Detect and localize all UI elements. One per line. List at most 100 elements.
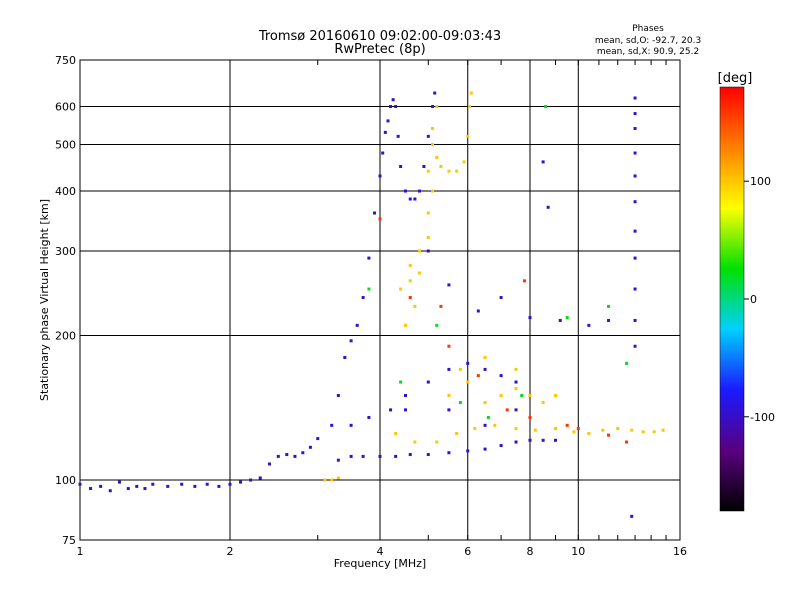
data-point bbox=[431, 143, 435, 147]
data-point bbox=[630, 514, 634, 518]
data-point bbox=[408, 263, 412, 267]
data-point bbox=[408, 279, 412, 283]
data-point bbox=[528, 438, 532, 442]
data-point bbox=[417, 249, 421, 253]
y-tick-label: 500 bbox=[55, 139, 76, 152]
data-point bbox=[431, 189, 435, 193]
data-point bbox=[435, 323, 439, 327]
data-point bbox=[633, 96, 637, 100]
data-point bbox=[466, 134, 470, 138]
data-point bbox=[433, 91, 437, 95]
stats-x-mode: mean, sd,X: 90.9, 25.2 bbox=[597, 47, 699, 57]
data-point bbox=[625, 361, 629, 365]
data-point bbox=[108, 489, 112, 493]
data-point bbox=[349, 454, 353, 458]
data-point bbox=[469, 91, 473, 95]
data-point bbox=[426, 134, 430, 138]
data-point bbox=[553, 394, 557, 398]
data-point bbox=[466, 449, 470, 453]
data-point bbox=[422, 164, 426, 168]
data-point bbox=[367, 287, 371, 291]
data-point bbox=[399, 287, 403, 291]
data-point bbox=[408, 296, 412, 300]
data-point bbox=[330, 423, 334, 427]
data-point bbox=[514, 408, 518, 412]
data-point bbox=[426, 236, 430, 240]
data-point bbox=[505, 408, 509, 412]
data-point bbox=[403, 323, 407, 327]
data-point bbox=[565, 423, 569, 427]
data-point bbox=[426, 380, 430, 384]
data-point bbox=[553, 427, 557, 431]
data-point bbox=[413, 197, 417, 201]
data-point bbox=[572, 430, 576, 434]
y-tick-label: 100 bbox=[55, 474, 76, 487]
data-point bbox=[553, 438, 557, 442]
data-point bbox=[607, 433, 611, 437]
data-point bbox=[378, 174, 382, 178]
y-axis-label: Stationary phase Virtual Height [km] bbox=[38, 199, 51, 401]
data-point bbox=[466, 380, 470, 384]
data-point bbox=[249, 478, 253, 482]
data-point bbox=[343, 355, 347, 359]
data-point bbox=[413, 440, 417, 444]
data-point bbox=[633, 344, 637, 348]
data-point bbox=[558, 318, 562, 322]
data-point bbox=[633, 256, 637, 260]
colorbar-tick-label: -100 bbox=[750, 411, 775, 424]
y-tick-label: 600 bbox=[55, 101, 76, 114]
data-point bbox=[468, 105, 472, 109]
colorbar-tick-label: 0 bbox=[750, 293, 757, 306]
data-point bbox=[383, 130, 387, 134]
data-point bbox=[228, 482, 232, 486]
data-point bbox=[633, 200, 637, 204]
stats-o-mode: mean, sd,O: -92.7, 20.3 bbox=[595, 36, 701, 46]
data-point bbox=[426, 169, 430, 173]
data-point bbox=[89, 487, 93, 491]
data-point bbox=[633, 126, 637, 130]
data-point bbox=[633, 229, 637, 233]
data-point bbox=[541, 160, 545, 164]
data-point bbox=[523, 279, 527, 283]
data-point bbox=[447, 169, 451, 173]
data-point bbox=[435, 440, 439, 444]
data-point bbox=[267, 462, 271, 466]
data-point bbox=[316, 437, 320, 441]
data-point bbox=[394, 454, 398, 458]
data-point bbox=[514, 367, 518, 371]
data-point bbox=[391, 98, 395, 102]
data-point bbox=[403, 189, 407, 193]
data-point bbox=[439, 164, 443, 168]
data-point bbox=[126, 487, 130, 491]
data-point bbox=[533, 428, 537, 432]
colorbar-ticks: 100 0 -100 bbox=[744, 175, 775, 424]
data-point bbox=[455, 169, 459, 173]
data-point bbox=[378, 217, 382, 221]
data-points bbox=[78, 91, 665, 518]
data-point bbox=[587, 323, 591, 327]
data-point bbox=[473, 427, 477, 431]
data-point bbox=[633, 174, 637, 178]
data-point bbox=[633, 112, 637, 116]
chart-title: Tromsø 20160610 09:02:00-09:03:43 bbox=[258, 29, 501, 44]
data-point bbox=[285, 453, 289, 457]
data-point bbox=[180, 482, 184, 486]
data-point bbox=[403, 408, 407, 412]
data-point bbox=[565, 316, 569, 320]
data-point bbox=[544, 105, 548, 109]
data-point bbox=[514, 427, 518, 431]
data-point bbox=[541, 401, 545, 405]
data-point bbox=[293, 454, 297, 458]
data-point bbox=[276, 454, 280, 458]
data-point bbox=[616, 427, 620, 431]
data-point bbox=[633, 151, 637, 155]
data-point bbox=[486, 415, 490, 419]
data-point bbox=[431, 105, 435, 109]
data-point bbox=[135, 484, 139, 488]
data-point bbox=[514, 380, 518, 384]
data-point bbox=[193, 484, 197, 488]
data-point bbox=[499, 394, 503, 398]
data-point bbox=[499, 296, 503, 300]
data-point bbox=[447, 367, 451, 371]
